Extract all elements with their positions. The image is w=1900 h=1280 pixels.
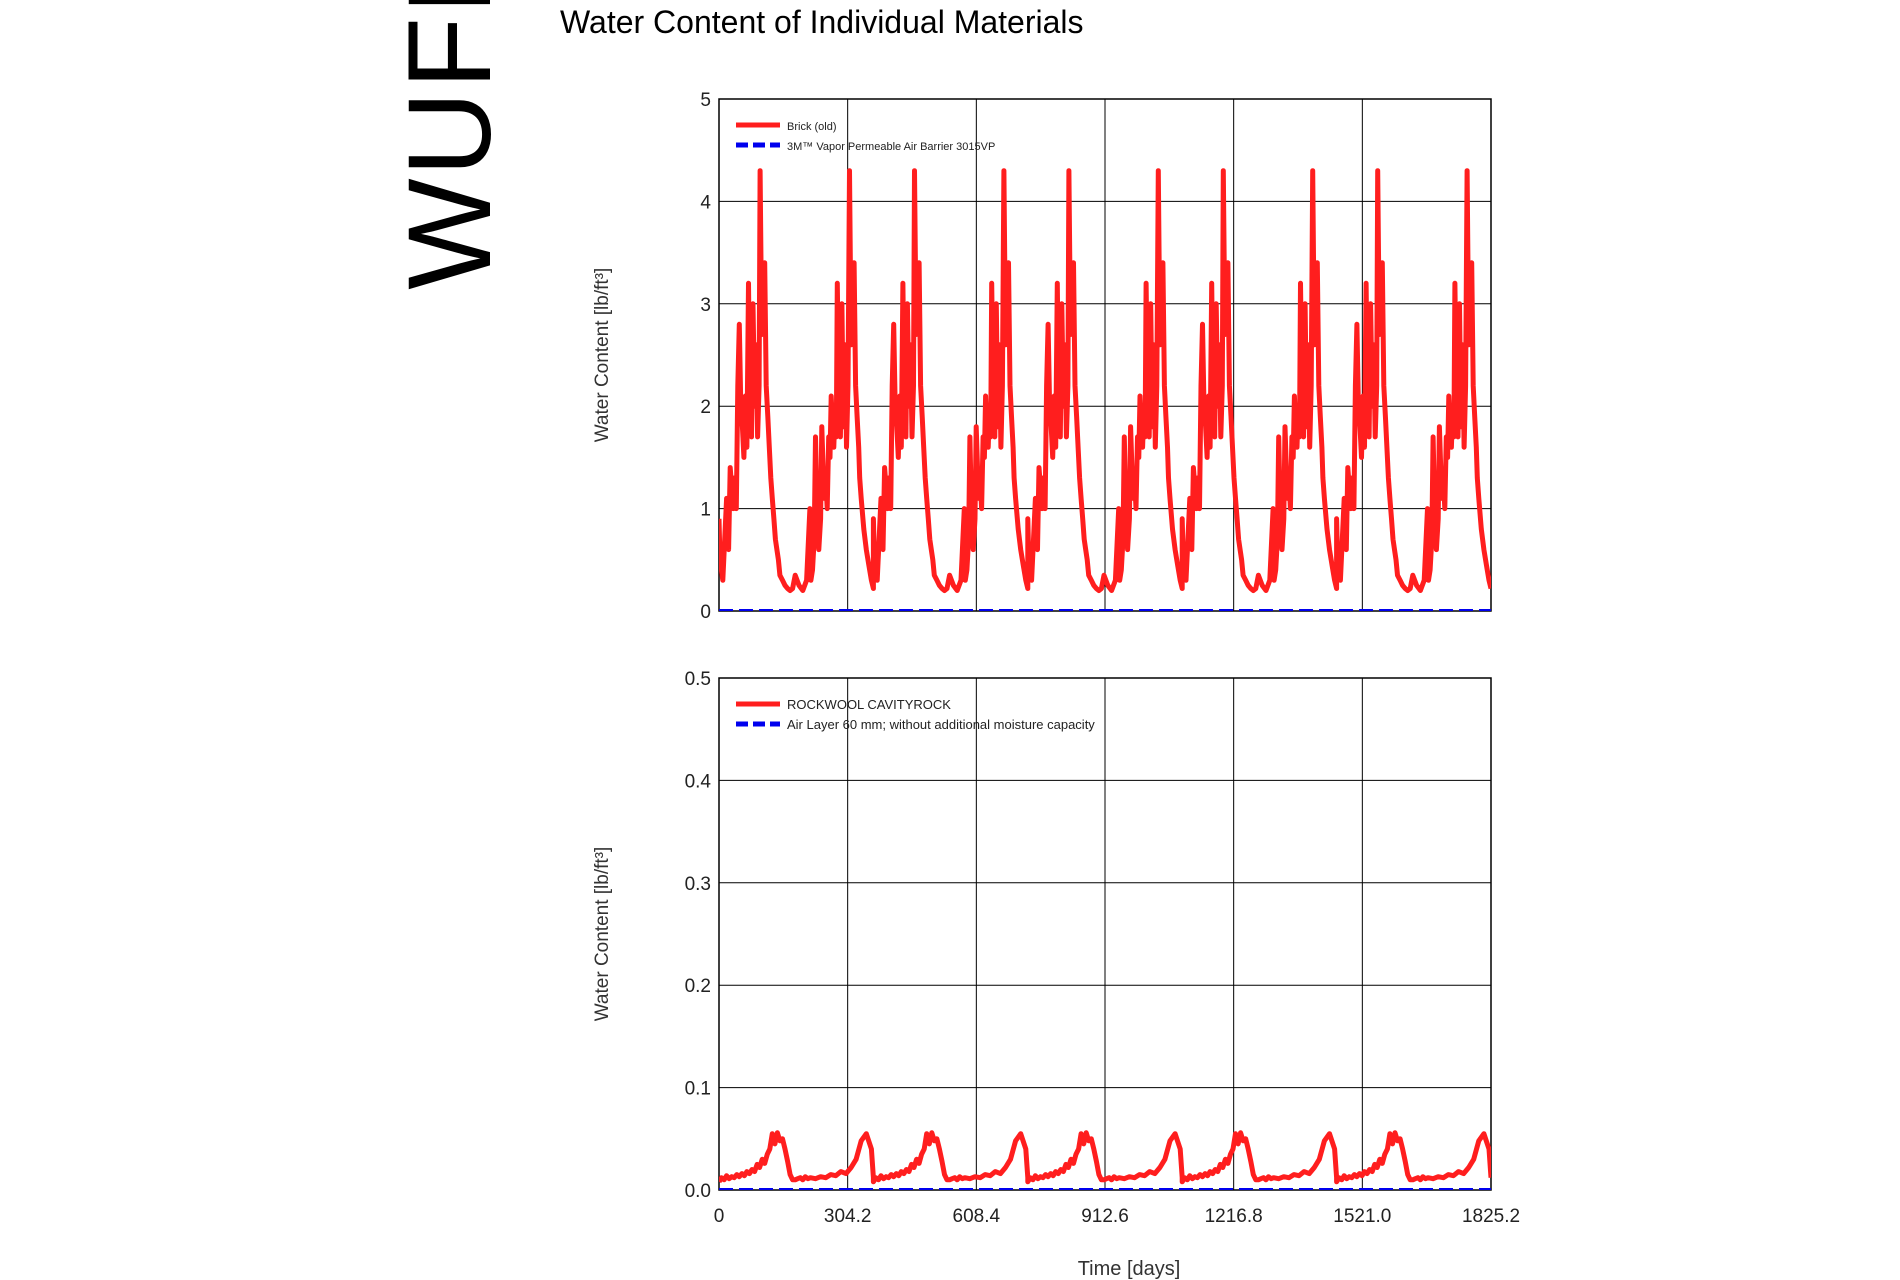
- x-tick-label: 912.6: [1081, 1206, 1129, 1227]
- y-axis-label: Water Content [lb/ft³]: [592, 847, 613, 1022]
- chart-bottom: 0.0 0.1 0.2 0.3 0.4 0.5 0 304.2 608.4 912.6 1216.8…: [592, 669, 1520, 1280]
- x-tick-label: 0: [714, 1206, 725, 1227]
- y-tick-label: 5: [700, 90, 711, 111]
- y-tick-label: 2: [700, 397, 711, 418]
- y-axis-label: Water Content [lb/ft³]: [592, 268, 613, 443]
- y-tick-label: 0.0: [685, 1181, 711, 1202]
- legend-label: 3M™ Vapor Permeable Air Barrier 3015VP: [787, 141, 995, 153]
- y-tick-label: 4: [700, 192, 711, 213]
- x-axis-label: Time [days]: [1078, 1258, 1181, 1280]
- page-title: Water Content of Individual Materials: [560, 4, 1084, 40]
- x-tick-label: 304.2: [824, 1206, 872, 1227]
- y-tick-label: 0: [700, 602, 711, 623]
- y-tick-label: 3: [700, 295, 711, 316]
- y-tick-label: 0.3: [685, 874, 711, 895]
- y-tick-label: 0.2: [685, 976, 711, 997]
- y-tick-label: 0.5: [685, 669, 711, 690]
- y-tick-label: 0.1: [685, 1079, 711, 1100]
- legend-label: ROCKWOOL CAVITYROCK: [787, 697, 951, 712]
- y-tick-label: 0.4: [685, 771, 712, 792]
- x-tick-label: 1521.0: [1333, 1206, 1391, 1227]
- legend-label: Air Layer 60 mm; without additional mois…: [787, 717, 1095, 732]
- x-tick-label: 1216.8: [1205, 1206, 1263, 1227]
- legend-label: Brick (old): [787, 121, 837, 133]
- chart-top: 0 1 2 3 4 5 Water Content [lb/ft³] Brick (old) 3…: [592, 90, 1492, 623]
- x-tick-label: 1825.2: [1462, 1206, 1520, 1227]
- series-line-1: [719, 1130, 1491, 1185]
- x-tick-label: 608.4: [953, 1206, 1001, 1227]
- series-line-1: [719, 168, 1491, 593]
- y-tick-label: 1: [700, 500, 711, 521]
